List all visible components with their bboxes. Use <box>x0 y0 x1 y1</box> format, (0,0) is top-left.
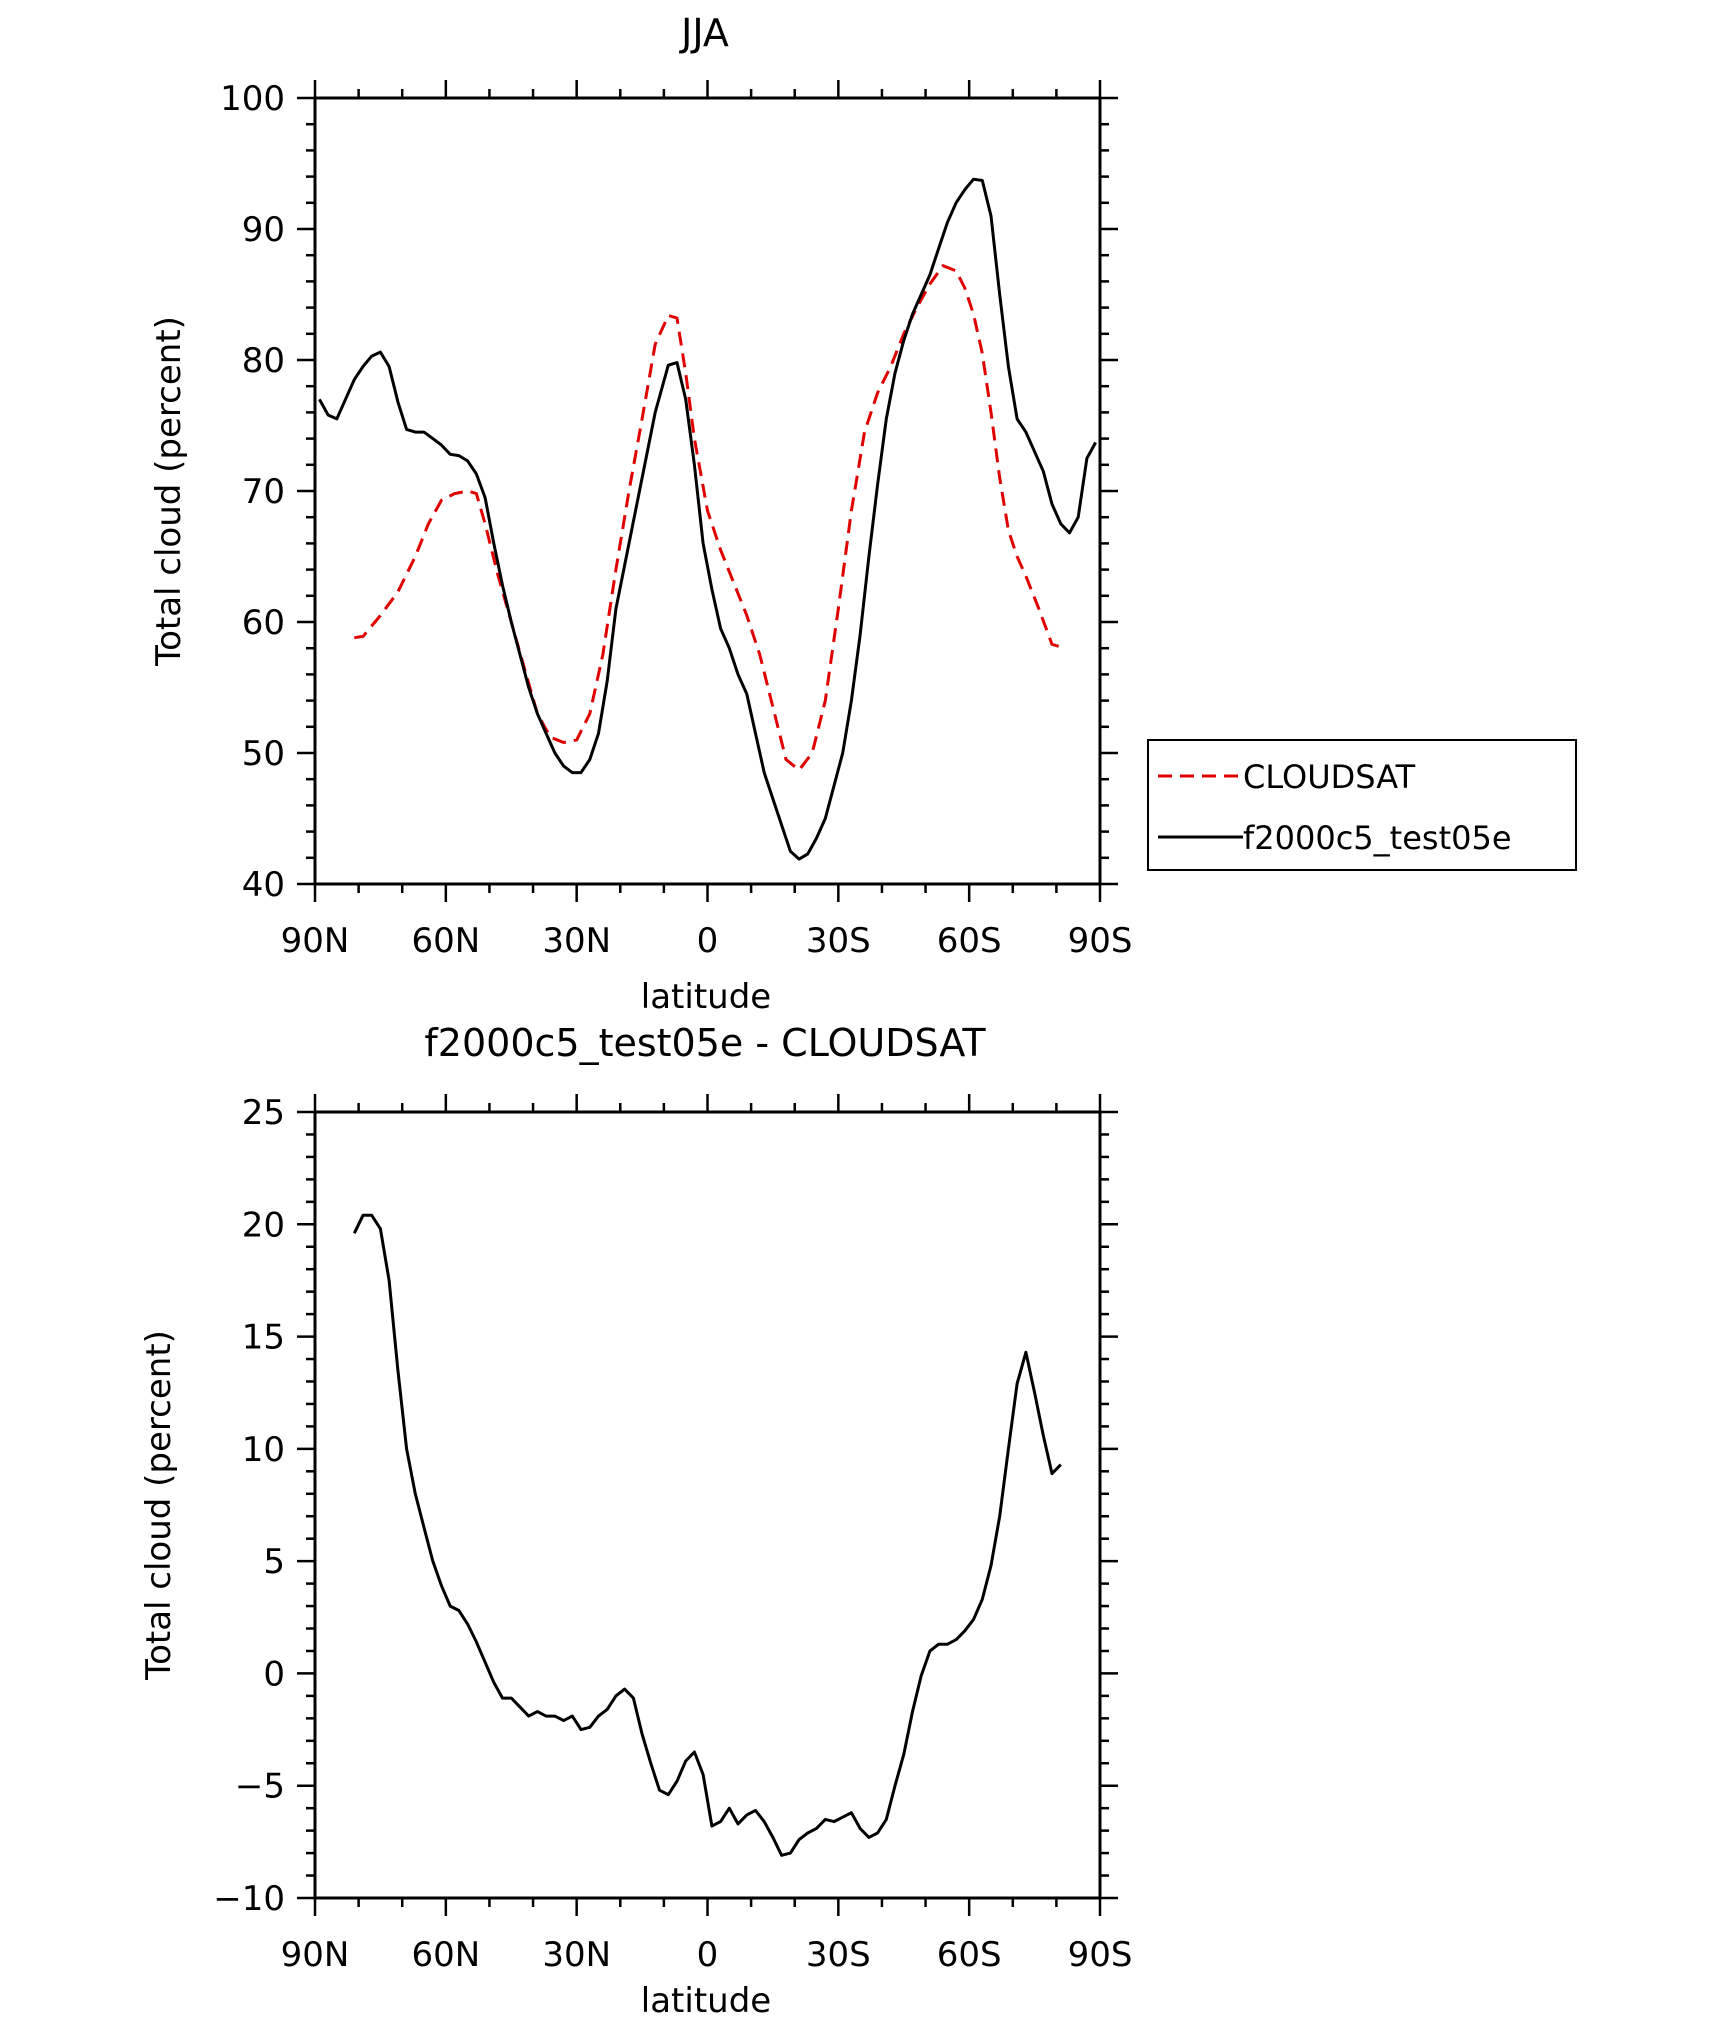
y-tick-label: −10 <box>213 1879 285 1919</box>
x-tick-label: 60S <box>937 1935 1002 1975</box>
legend-box <box>1147 739 1577 871</box>
series-line-difference <box>352 1213 1062 1857</box>
y-axis-label: Total cloud (percent) <box>139 1330 179 1681</box>
x-tick-label: 30S <box>806 1935 871 1975</box>
y-tick-label: 100 <box>220 79 285 119</box>
data-lines <box>352 1213 1062 1857</box>
data-lines <box>318 177 1097 861</box>
y-tick-label: −5 <box>235 1767 285 1807</box>
y-tick-label: 0 <box>263 1654 285 1694</box>
y-tick-label: 15 <box>242 1318 285 1358</box>
chart-title: f2000c5_test05e - CLOUDSAT <box>424 1021 986 1065</box>
x-tick-label: 90S <box>1068 1935 1133 1975</box>
y-tick-label: 60 <box>242 603 285 643</box>
x-tick-label: 30N <box>542 1935 611 1975</box>
y-tick-label: 90 <box>242 210 285 250</box>
x-tick-label: 0 <box>697 1935 719 1975</box>
x-tick-labels: 90N 60N 30N 0 30S 60S 90S <box>281 1935 1133 1975</box>
y-tick-label: 50 <box>242 734 285 774</box>
y-tick-label: 10 <box>242 1430 285 1470</box>
plot-frame <box>313 1110 1102 1900</box>
series-line-f2000c5-test05e <box>318 177 1097 861</box>
series-line-cloudsat <box>354 264 1062 772</box>
y-axis-label: Total cloud (percent) <box>149 316 189 667</box>
x-tick-labels: 90N 60N 30N 0 30S 60S 90S <box>281 921 1133 961</box>
x-tick-label: 60N <box>411 1935 480 1975</box>
legend-label-model: f2000c5_test05e <box>1243 819 1512 857</box>
x-tick-label: 60N <box>411 921 480 961</box>
x-tick-label: 60S <box>937 921 1002 961</box>
x-tick-label: 90S <box>1068 921 1133 961</box>
x-tick-label: 90N <box>281 921 350 961</box>
x-tick-label: 0 <box>697 921 719 961</box>
chart-title: JJA <box>679 11 729 55</box>
y-tick-label: 25 <box>242 1093 285 1133</box>
difference-panel: f2000c5_test05e - CLOUDSAT −10 −5 0 5 10 15 20… <box>139 1021 1132 2021</box>
legend-label-cloudsat: CLOUDSAT <box>1243 758 1416 796</box>
y-tick-label: 70 <box>242 472 285 512</box>
legend: CLOUDSAT f2000c5_test05e <box>1147 739 1577 871</box>
y-tick-label: 80 <box>242 341 285 381</box>
y-tick-label: 40 <box>242 865 285 905</box>
x-tick-label: 30N <box>542 921 611 961</box>
y-tick-label: 20 <box>242 1205 285 1245</box>
y-tick-label: 5 <box>263 1542 285 1582</box>
y-tick-labels: −10 −5 0 5 10 15 20 25 <box>213 1093 285 1919</box>
plot-frame <box>313 96 1102 886</box>
tick-marks <box>297 1094 1118 1916</box>
x-axis-label: latitude <box>641 1981 771 2021</box>
x-tick-label: 30S <box>806 921 871 961</box>
tick-marks <box>297 80 1118 902</box>
y-tick-labels: 40 50 60 70 80 90 100 <box>220 79 285 905</box>
x-axis-label: latitude <box>641 977 771 1017</box>
x-tick-label: 90N <box>281 1935 350 1975</box>
